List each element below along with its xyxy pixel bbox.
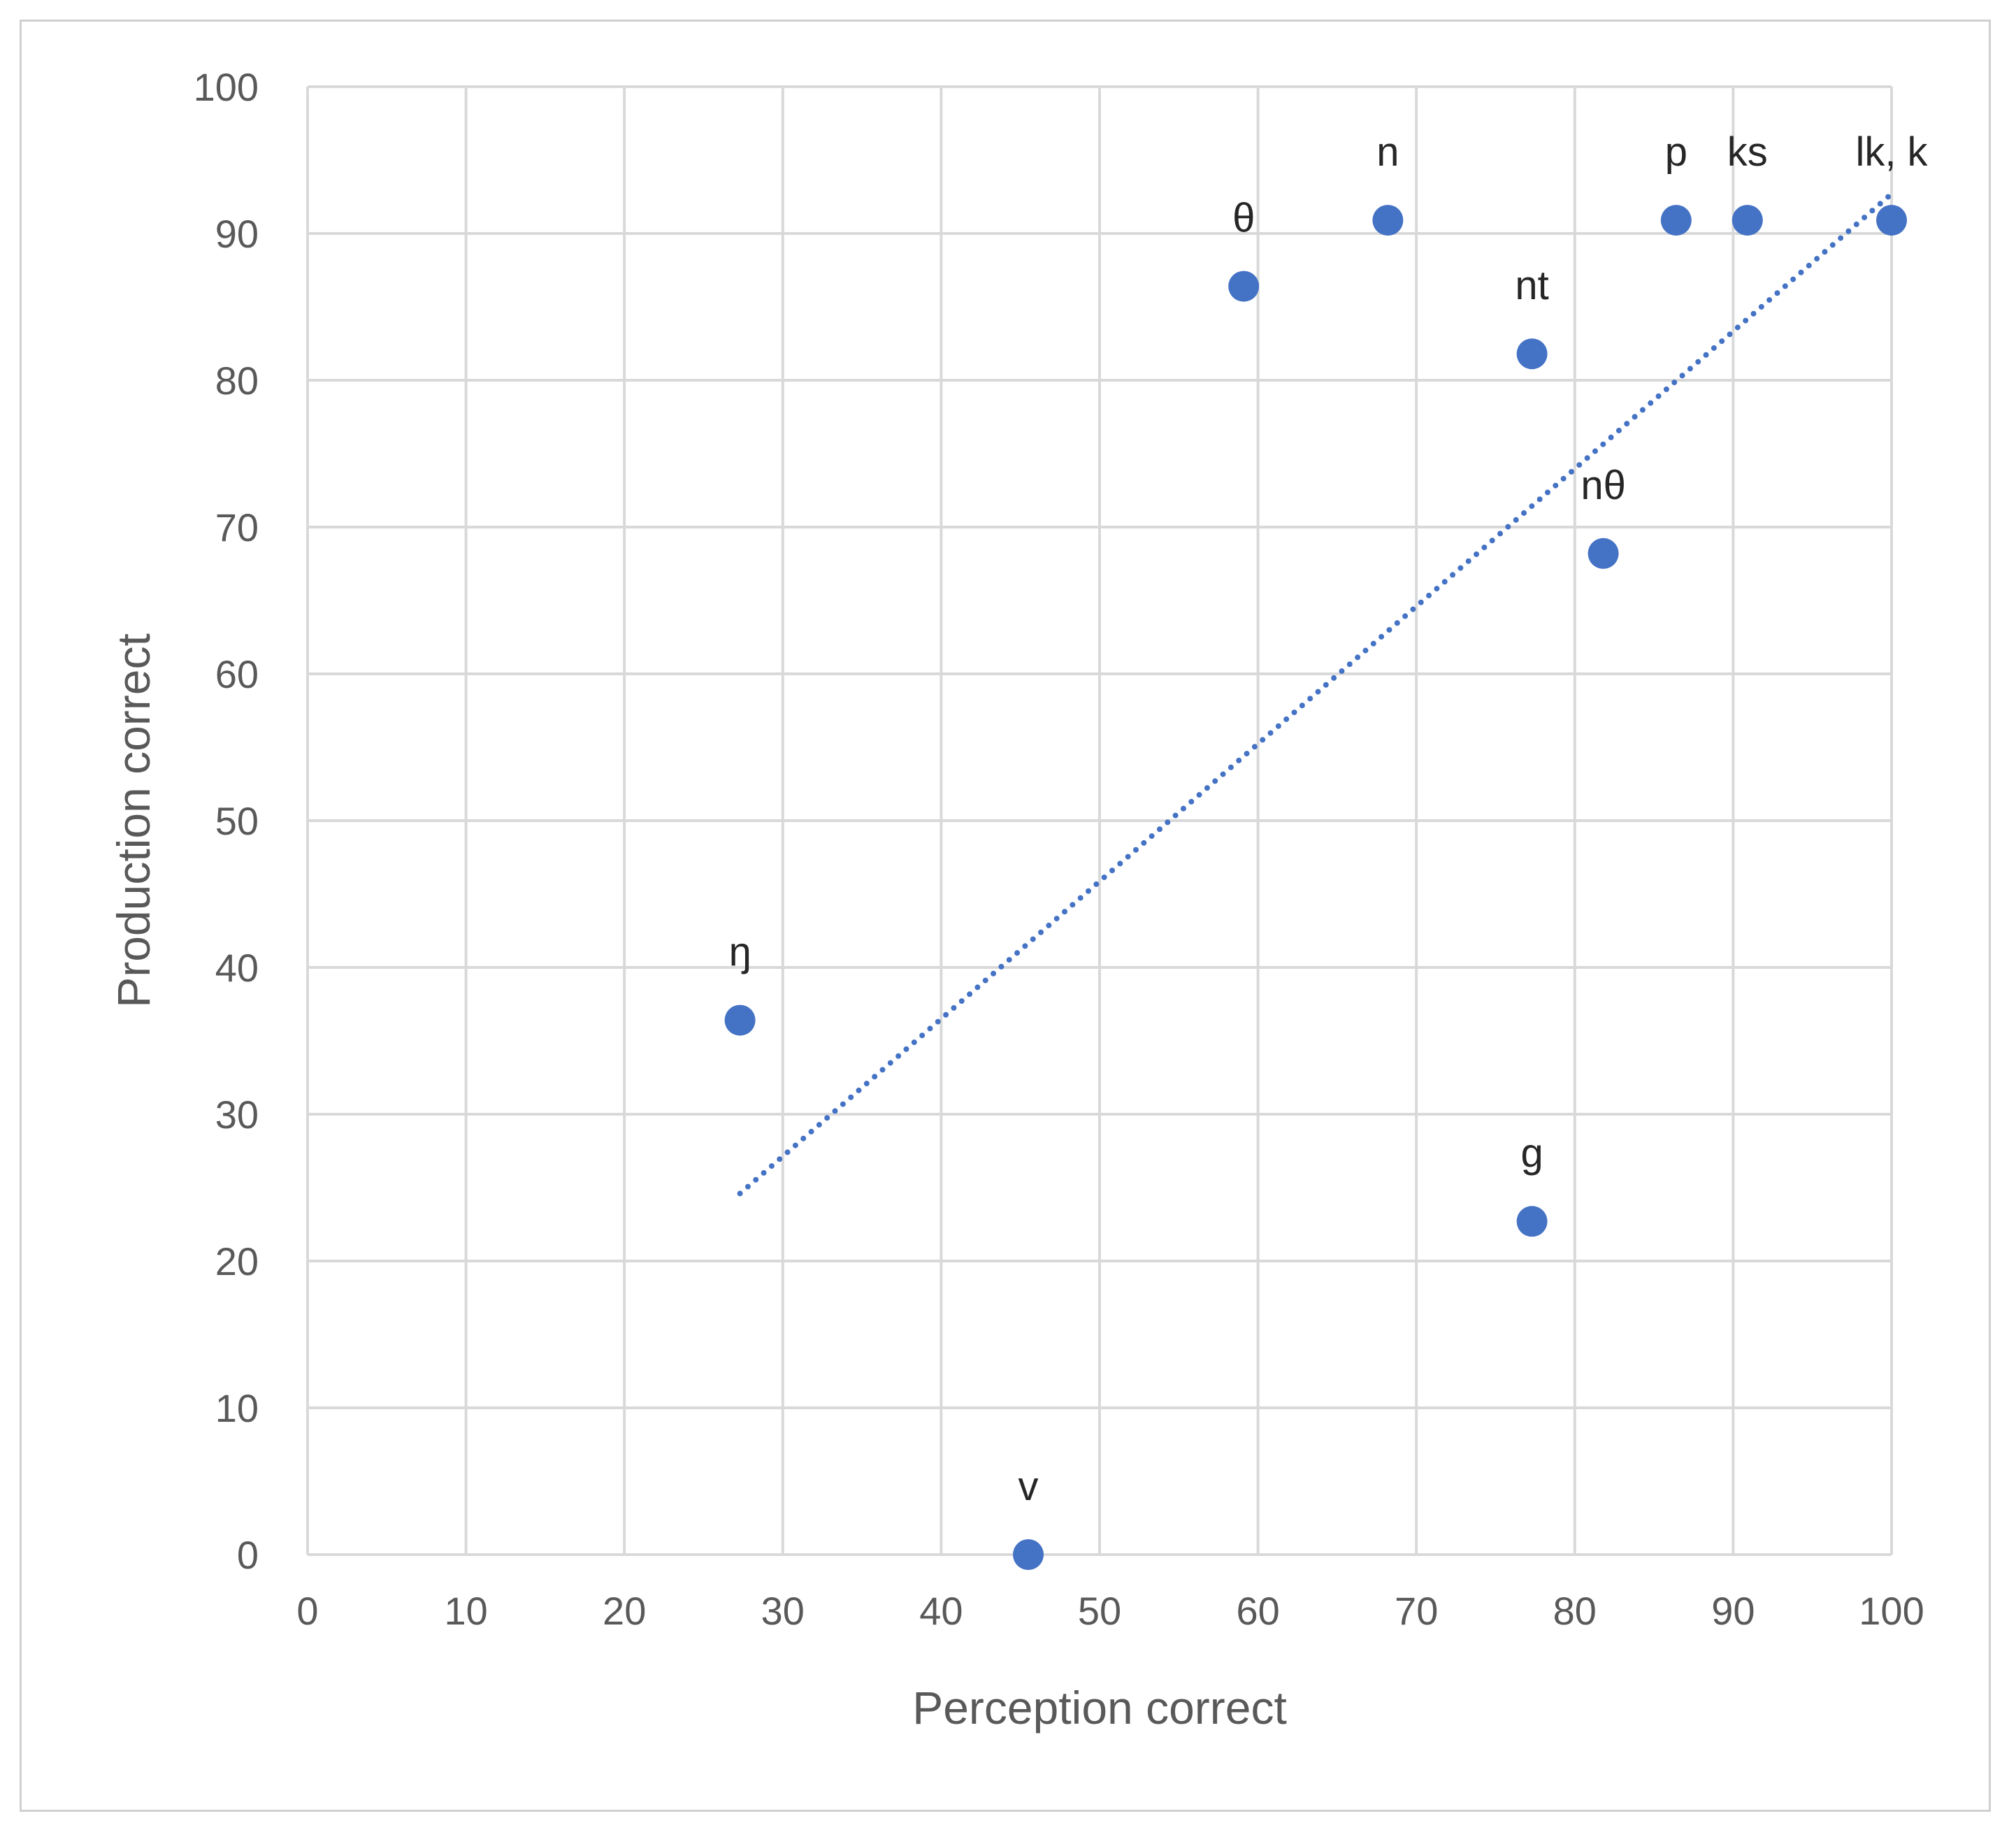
data-point <box>724 1004 756 1036</box>
y-tick-label: 20 <box>215 1239 259 1283</box>
data-point <box>1516 338 1548 370</box>
tick-labels: 0 10 20 30 40 50 60 70 80 90 100 0 10 20 30 40 50 60 70 80 9… <box>194 65 1924 1633</box>
point-labels: θ n p ks lk, k nt nθ ŋ g v <box>728 129 1928 1509</box>
axes <box>306 87 1892 1556</box>
data-label: n <box>1376 129 1399 175</box>
data-label: v <box>1018 1464 1039 1509</box>
data-label: lk, k <box>1855 129 1928 175</box>
chart-frame <box>20 20 1991 1812</box>
data-point <box>1876 205 1907 236</box>
data-point <box>1228 271 1260 302</box>
trendline <box>737 191 1894 1197</box>
data-label: ks <box>1727 129 1768 175</box>
x-tick-label: 70 <box>1395 1589 1438 1633</box>
x-tick-label: 60 <box>1236 1589 1279 1633</box>
x-tick-label: 10 <box>444 1589 487 1633</box>
data-point <box>1516 1206 1548 1237</box>
trendline-group <box>737 191 1894 1197</box>
y-tick-label: 0 <box>237 1533 259 1577</box>
data-point <box>1372 205 1404 236</box>
grid-lines <box>308 85 1893 1555</box>
y-tick-label: 100 <box>194 65 259 109</box>
data-label: nθ <box>1581 463 1626 508</box>
data-point <box>1587 538 1619 569</box>
x-axis-title: Perception correct <box>912 1682 1287 1734</box>
data-point <box>1660 205 1692 236</box>
y-tick-label: 80 <box>215 359 259 403</box>
y-tick-label: 60 <box>215 652 259 696</box>
data-point <box>1013 1539 1044 1570</box>
y-tick-label: 30 <box>215 1093 259 1137</box>
x-tick-label: 90 <box>1711 1589 1755 1633</box>
data-label: θ <box>1232 196 1255 241</box>
y-axis-title: Production correct <box>108 633 159 1008</box>
y-tick-label: 40 <box>215 946 259 990</box>
y-tick-label: 50 <box>215 799 259 843</box>
data-point <box>1731 205 1763 236</box>
x-tick-label: 20 <box>603 1589 646 1633</box>
data-label: p <box>1665 129 1687 175</box>
y-tick-label: 90 <box>215 212 259 256</box>
data-label: nt <box>1515 263 1548 308</box>
x-tick-label: 30 <box>761 1589 805 1633</box>
data-points <box>724 205 1907 1570</box>
x-tick-label: 50 <box>1078 1589 1121 1633</box>
x-tick-label: 80 <box>1553 1589 1597 1633</box>
data-label: g <box>1520 1130 1543 1176</box>
data-label: ŋ <box>728 930 751 975</box>
x-tick-label: 40 <box>919 1589 963 1633</box>
x-tick-label: 0 <box>296 1589 318 1633</box>
y-tick-label: 10 <box>215 1386 259 1430</box>
x-tick-label: 100 <box>1859 1589 1924 1633</box>
y-tick-label: 70 <box>215 505 259 549</box>
